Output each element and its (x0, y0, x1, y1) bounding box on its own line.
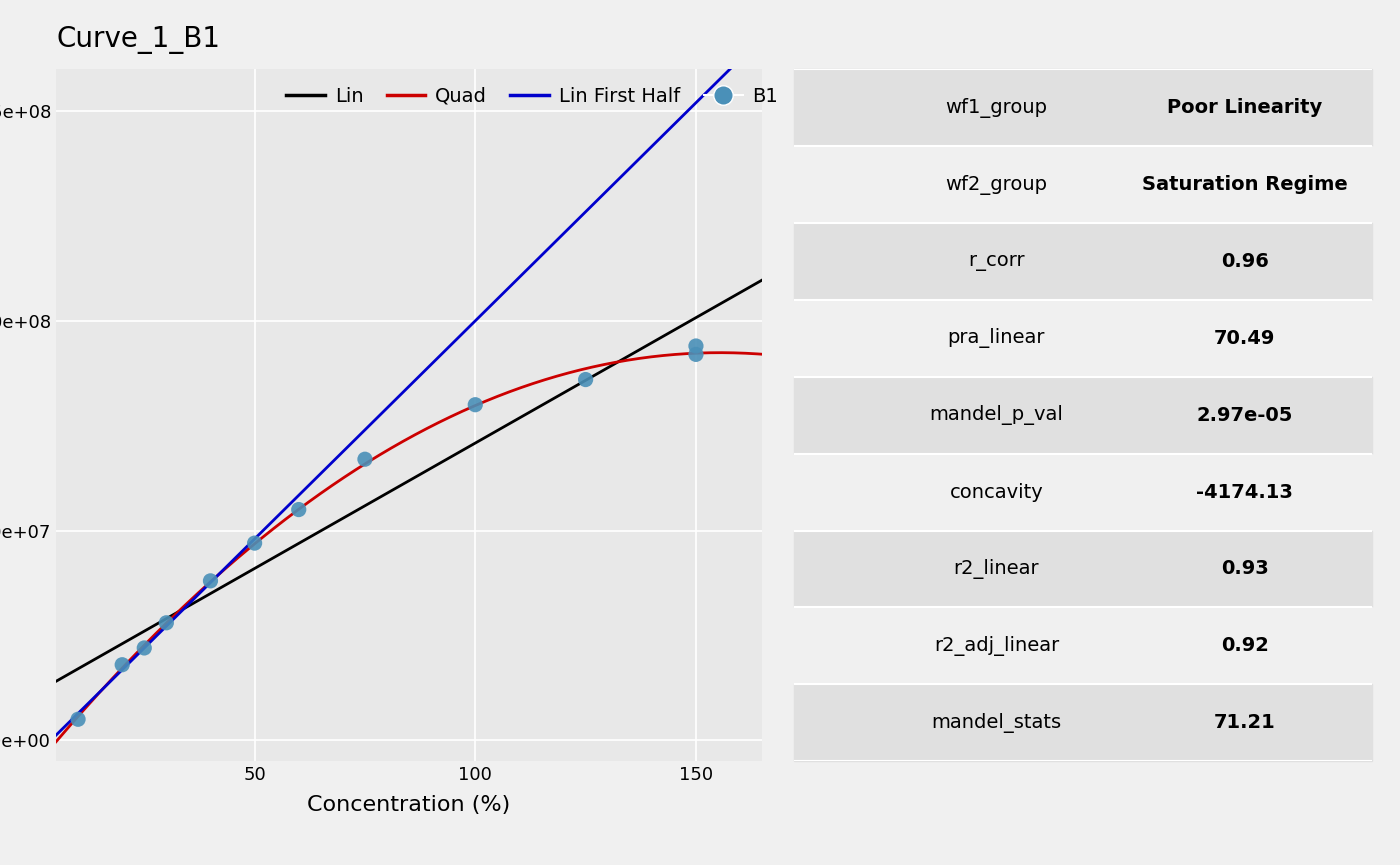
Text: r_corr: r_corr (969, 252, 1025, 271)
Point (354, 452, 377, 466)
Legend: Lin, Quad, Lin First Half, B1: Lin, Quad, Lin First Half, B1 (279, 79, 785, 113)
Point (133, 641, 155, 655)
Point (67, 713, 90, 727)
Bar (794, 607, 1372, 684)
Bar (794, 223, 1372, 300)
Point (111, 657, 133, 671)
Bar (794, 684, 1372, 761)
X-axis label: Concentration (%): Concentration (%) (308, 795, 511, 815)
Text: concavity: concavity (949, 483, 1043, 502)
Point (244, 536, 266, 550)
Point (463, 398, 486, 412)
Text: -4174.13: -4174.13 (1197, 483, 1294, 502)
Text: mandel_stats: mandel_stats (931, 713, 1061, 733)
Point (685, 339, 707, 353)
Point (574, 373, 596, 387)
Text: wf2_group: wf2_group (945, 175, 1047, 195)
Bar (794, 69, 1372, 146)
Text: 2.97e-05: 2.97e-05 (1197, 406, 1294, 425)
Text: Saturation Regime: Saturation Regime (1142, 175, 1348, 194)
Text: Poor Linearity: Poor Linearity (1168, 98, 1323, 117)
Bar (794, 377, 1372, 453)
Bar (794, 453, 1372, 530)
Bar (794, 530, 1372, 607)
Text: wf1_group: wf1_group (945, 98, 1047, 118)
Point (155, 616, 178, 630)
Text: r2_linear: r2_linear (953, 559, 1039, 579)
Text: Curve_1_B1: Curve_1_B1 (56, 26, 220, 54)
Text: 0.93: 0.93 (1221, 560, 1268, 579)
Bar (794, 300, 1372, 377)
Text: r2_adj_linear: r2_adj_linear (934, 636, 1058, 656)
Text: pra_linear: pra_linear (948, 329, 1046, 349)
Point (287, 503, 309, 516)
Text: 0.92: 0.92 (1221, 637, 1268, 656)
Point (199, 574, 221, 588)
Text: 71.21: 71.21 (1214, 714, 1275, 733)
Text: 70.49: 70.49 (1214, 329, 1275, 348)
Point (685, 348, 707, 362)
Text: mandel_p_val: mandel_p_val (930, 405, 1064, 426)
Bar (794, 146, 1372, 223)
Text: 0.96: 0.96 (1221, 252, 1268, 271)
